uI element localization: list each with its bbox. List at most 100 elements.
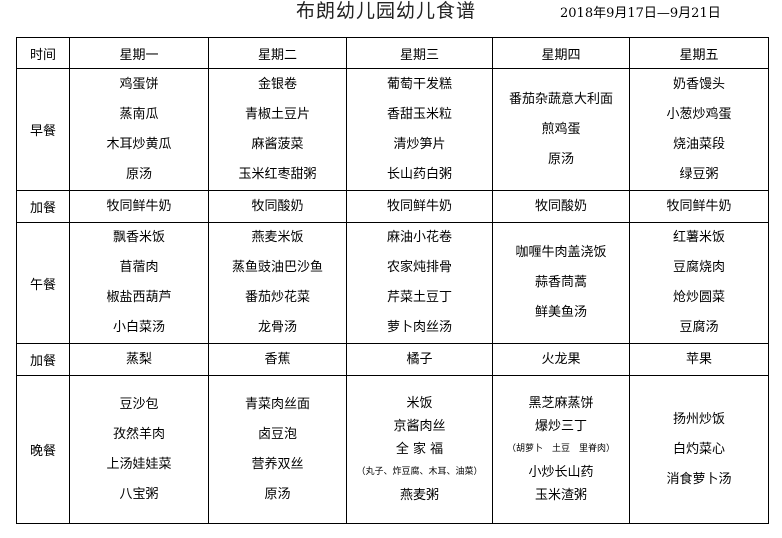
menu-item: 青菜肉丝面 <box>244 396 310 412</box>
menu-item: 椒盐西葫芦 <box>106 290 172 305</box>
menu-items: 黑芝麻蒸饼 爆炒三丁 （胡萝卜 土豆 里脊肉） 小炒长山药 玉米渣粥 <box>493 392 629 507</box>
menu-item: 小炒长山药 <box>528 465 594 480</box>
menu-item: 麻油小花卷 <box>386 230 452 245</box>
menu-item: 香蕉 <box>264 351 291 367</box>
menu-item: 香甜玉米粒 <box>386 106 452 122</box>
menu-cell: 奶香馒头 小葱炒鸡蛋 烧油菜段 绿豆粥 <box>629 68 769 191</box>
menu-item: 小白菜汤 <box>112 320 165 335</box>
menu-item: 原汤 <box>264 486 291 502</box>
menu-item: 卤豆泡 <box>257 426 297 442</box>
menu-item: 飘香米饭 <box>112 230 165 245</box>
menu-item: 蒸南瓜 <box>119 106 159 122</box>
meal-row: 晚餐 豆沙包 孜然羊肉 上汤娃娃菜 八宝粥 青菜肉丝面 卤豆泡 营养双丝 原汤 米饭 京酱肉丝全 家… <box>16 375 769 524</box>
menu-cell: 麻油小花卷 农家炖排骨 芹菜土豆丁 萝卜肉丝汤 <box>346 222 493 344</box>
menu-items: 牧同酸奶 <box>493 192 629 222</box>
menu-item: 麻酱菠菜 <box>251 136 304 152</box>
menu-item: 奶香馒头 <box>672 76 725 92</box>
menu-item: 金银卷 <box>257 76 297 92</box>
menu-items: 鸡蛋饼 蒸南瓜 木耳炒黄瓜 原汤 <box>70 70 208 190</box>
meal-label: 午餐 <box>16 222 70 344</box>
menu-cell: 牧同酸奶 <box>492 190 630 223</box>
menu-items: 燕麦米饭 蒸鱼豉油巴沙鱼 番茄炒花菜 龙骨汤 <box>209 223 346 343</box>
menu-item: 煎鸡蛋 <box>541 121 581 137</box>
menu-item: 米饭 <box>406 396 433 411</box>
header-day: 星期一 <box>69 37 209 69</box>
meal-row: 加餐 蒸梨 香蕉 橘子 火龙果 苹果 <box>16 343 769 376</box>
meal-label: 加餐 <box>16 190 70 223</box>
menu-item: 炝炒圆菜 <box>672 290 725 305</box>
menu-item: 豆腐烧肉 <box>672 260 725 275</box>
menu-item: 蒜香茼蒿 <box>534 275 587 290</box>
menu-cell: 蒸梨 <box>69 343 209 376</box>
menu-cell: 鸡蛋饼 蒸南瓜 木耳炒黄瓜 原汤 <box>69 68 209 191</box>
menu-cell: 黑芝麻蒸饼 爆炒三丁 （胡萝卜 土豆 里脊肉） 小炒长山药 玉米渣粥 <box>492 375 630 524</box>
menu-item: 孜然羊肉 <box>112 426 165 442</box>
menu-cell: 燕麦米饭 蒸鱼豉油巴沙鱼 番茄炒花菜 龙骨汤 <box>208 222 347 344</box>
menu-item: 蒸梨 <box>125 351 152 367</box>
menu-item: 橘子 <box>406 351 433 367</box>
menu-item: 豆沙包 <box>119 396 159 412</box>
menu-cell: 金银卷 青椒土豆片 麻酱菠菜 玉米红枣甜粥 <box>208 68 347 191</box>
menu-cell: 扬州炒饭白灼菜心消食萝卜汤 <box>629 375 769 524</box>
menu-item: 火龙果 <box>541 351 581 367</box>
menu-items: 青菜肉丝面 卤豆泡 营养双丝 原汤 <box>209 390 346 510</box>
menu-item: 绿豆粥 <box>679 166 719 182</box>
meal-label: 晚餐 <box>16 375 70 524</box>
menu-item: 八宝粥 <box>119 486 159 502</box>
menu-item: 番茄炒花菜 <box>244 290 310 305</box>
menu-cell: 香蕉 <box>208 343 347 376</box>
menu-items: 扬州炒饭白灼菜心消食萝卜汤 <box>630 405 768 495</box>
menu-item: 萝卜肉丝汤 <box>386 320 452 335</box>
menu-cell: 豆沙包孜然羊肉上汤娃娃菜八宝粥 <box>69 375 209 524</box>
menu-item: 番茄杂蔬意大利面 <box>508 91 613 107</box>
menu-cell: 番茄杂蔬意大利面 煎鸡蛋原汤 <box>492 68 630 191</box>
menu-item: 燕麦粥 <box>399 488 439 503</box>
menu-cell: 火龙果 <box>492 343 630 376</box>
menu-items: 牧同鲜牛奶 <box>347 192 492 222</box>
menu-item: 消食萝卜汤 <box>666 471 732 487</box>
meal-label: 加餐 <box>16 343 70 376</box>
menu-items: 豆沙包孜然羊肉上汤娃娃菜八宝粥 <box>70 390 208 510</box>
menu-item: 龙骨汤 <box>257 320 297 335</box>
menu-item: 扬州炒饭 <box>672 411 725 427</box>
menu-item: 豆腐汤 <box>679 320 719 335</box>
menu-items: 葡萄干发糕 香甜玉米粒 清炒笋片 长山药白粥 <box>347 70 492 190</box>
menu-cell: 青菜肉丝面 卤豆泡 营养双丝 原汤 <box>208 375 347 524</box>
menu-items: 牧同鲜牛奶 <box>630 192 768 222</box>
menu-items: 牧同鲜牛奶 <box>70 192 208 222</box>
menu-cell: 牧同鲜牛奶 <box>629 190 769 223</box>
header-day: 星期三 <box>346 37 493 69</box>
meal-row: 午餐 飘香米饭 苜蓿肉 椒盐西葫芦 小白菜汤 燕麦米饭 蒸鱼豉油巴沙鱼 番茄炒花菜 龙骨汤 麻油小… <box>16 222 769 344</box>
menu-item: （丸子、炸豆腐、木耳、油菜） <box>356 467 483 477</box>
menu-items: 蒸梨 <box>70 345 208 375</box>
menu-cell: 葡萄干发糕 香甜玉米粒 清炒笋片 长山药白粥 <box>346 68 493 191</box>
header-time: 时间 <box>16 37 70 69</box>
menu-item: 上汤娃娃菜 <box>106 456 172 472</box>
menu-item: 白灼菜心 <box>672 441 725 457</box>
header-day: 星期四 <box>492 37 630 69</box>
menu-cell: 苹果 <box>629 343 769 376</box>
menu-cell: 红薯米饭豆腐烧肉炝炒圆菜豆腐汤 <box>629 222 769 344</box>
menu-item: 红薯米饭 <box>672 230 725 245</box>
menu-items: 火龙果 <box>493 345 629 375</box>
date-range: 2018年9月17日—9月21日 <box>560 6 721 21</box>
table-header-row: 时间 星期一 星期二 星期三 星期四 星期五 <box>16 37 769 69</box>
menu-item: 苹果 <box>685 351 712 367</box>
menu-item: 全 家 福 <box>395 442 444 457</box>
menu-items: 番茄杂蔬意大利面 煎鸡蛋原汤 <box>493 85 629 175</box>
menu-items: 麻油小花卷 农家炖排骨 芹菜土豆丁 萝卜肉丝汤 <box>347 223 492 343</box>
menu-item: （胡萝卜 土豆 里脊肉） <box>506 444 615 454</box>
menu-item: 长山药白粥 <box>386 166 452 182</box>
menu-cell: 咖喱牛肉盖浇饭 蒜香茼蒿 鲜美鱼汤 <box>492 222 630 344</box>
menu-item: 玉米渣粥 <box>534 488 587 503</box>
menu-item: 牧同鲜牛奶 <box>386 198 452 214</box>
menu-item: 农家炖排骨 <box>386 260 452 275</box>
menu-item: 牧同酸奶 <box>251 198 304 214</box>
menu-items: 橘子 <box>347 345 492 375</box>
menu-item: 原汤 <box>547 151 574 167</box>
menu-item: 黑芝麻蒸饼 <box>528 396 594 411</box>
menu-item: 蒸鱼豉油巴沙鱼 <box>231 260 323 275</box>
meal-row: 早餐 鸡蛋饼 蒸南瓜 木耳炒黄瓜 原汤 金银卷 青椒土豆片 麻酱菠菜 玉米红枣甜粥 葡萄干发糕 香甜… <box>16 68 769 191</box>
menu-item: 木耳炒黄瓜 <box>106 136 172 152</box>
menu-items: 苹果 <box>630 345 768 375</box>
